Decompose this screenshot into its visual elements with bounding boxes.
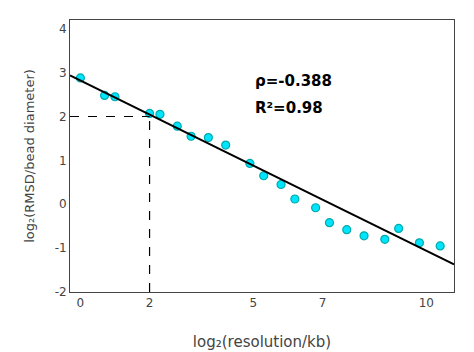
svg-text:1: 1 — [59, 154, 67, 168]
svg-text:4: 4 — [59, 22, 67, 36]
svg-text:log₂(resolution/kb): log₂(resolution/kb) — [193, 333, 331, 351]
svg-text:0: 0 — [59, 197, 67, 211]
svg-text:-2: -2 — [55, 285, 67, 299]
svg-text:5: 5 — [250, 296, 258, 310]
svg-text:ρ=-0.388: ρ=-0.388 — [255, 72, 332, 90]
svg-text:2: 2 — [146, 296, 154, 310]
svg-text:2: 2 — [59, 110, 67, 124]
svg-text:R²=0.98: R²=0.98 — [255, 99, 323, 117]
svg-text:log₂(RMSD/bead diameter): log₂(RMSD/bead diameter) — [22, 69, 37, 243]
svg-text:10: 10 — [419, 296, 434, 310]
svg-text:3: 3 — [59, 66, 67, 80]
svg-text:0: 0 — [77, 296, 85, 310]
svg-text:-1: -1 — [55, 241, 67, 255]
svg-text:7: 7 — [319, 296, 327, 310]
